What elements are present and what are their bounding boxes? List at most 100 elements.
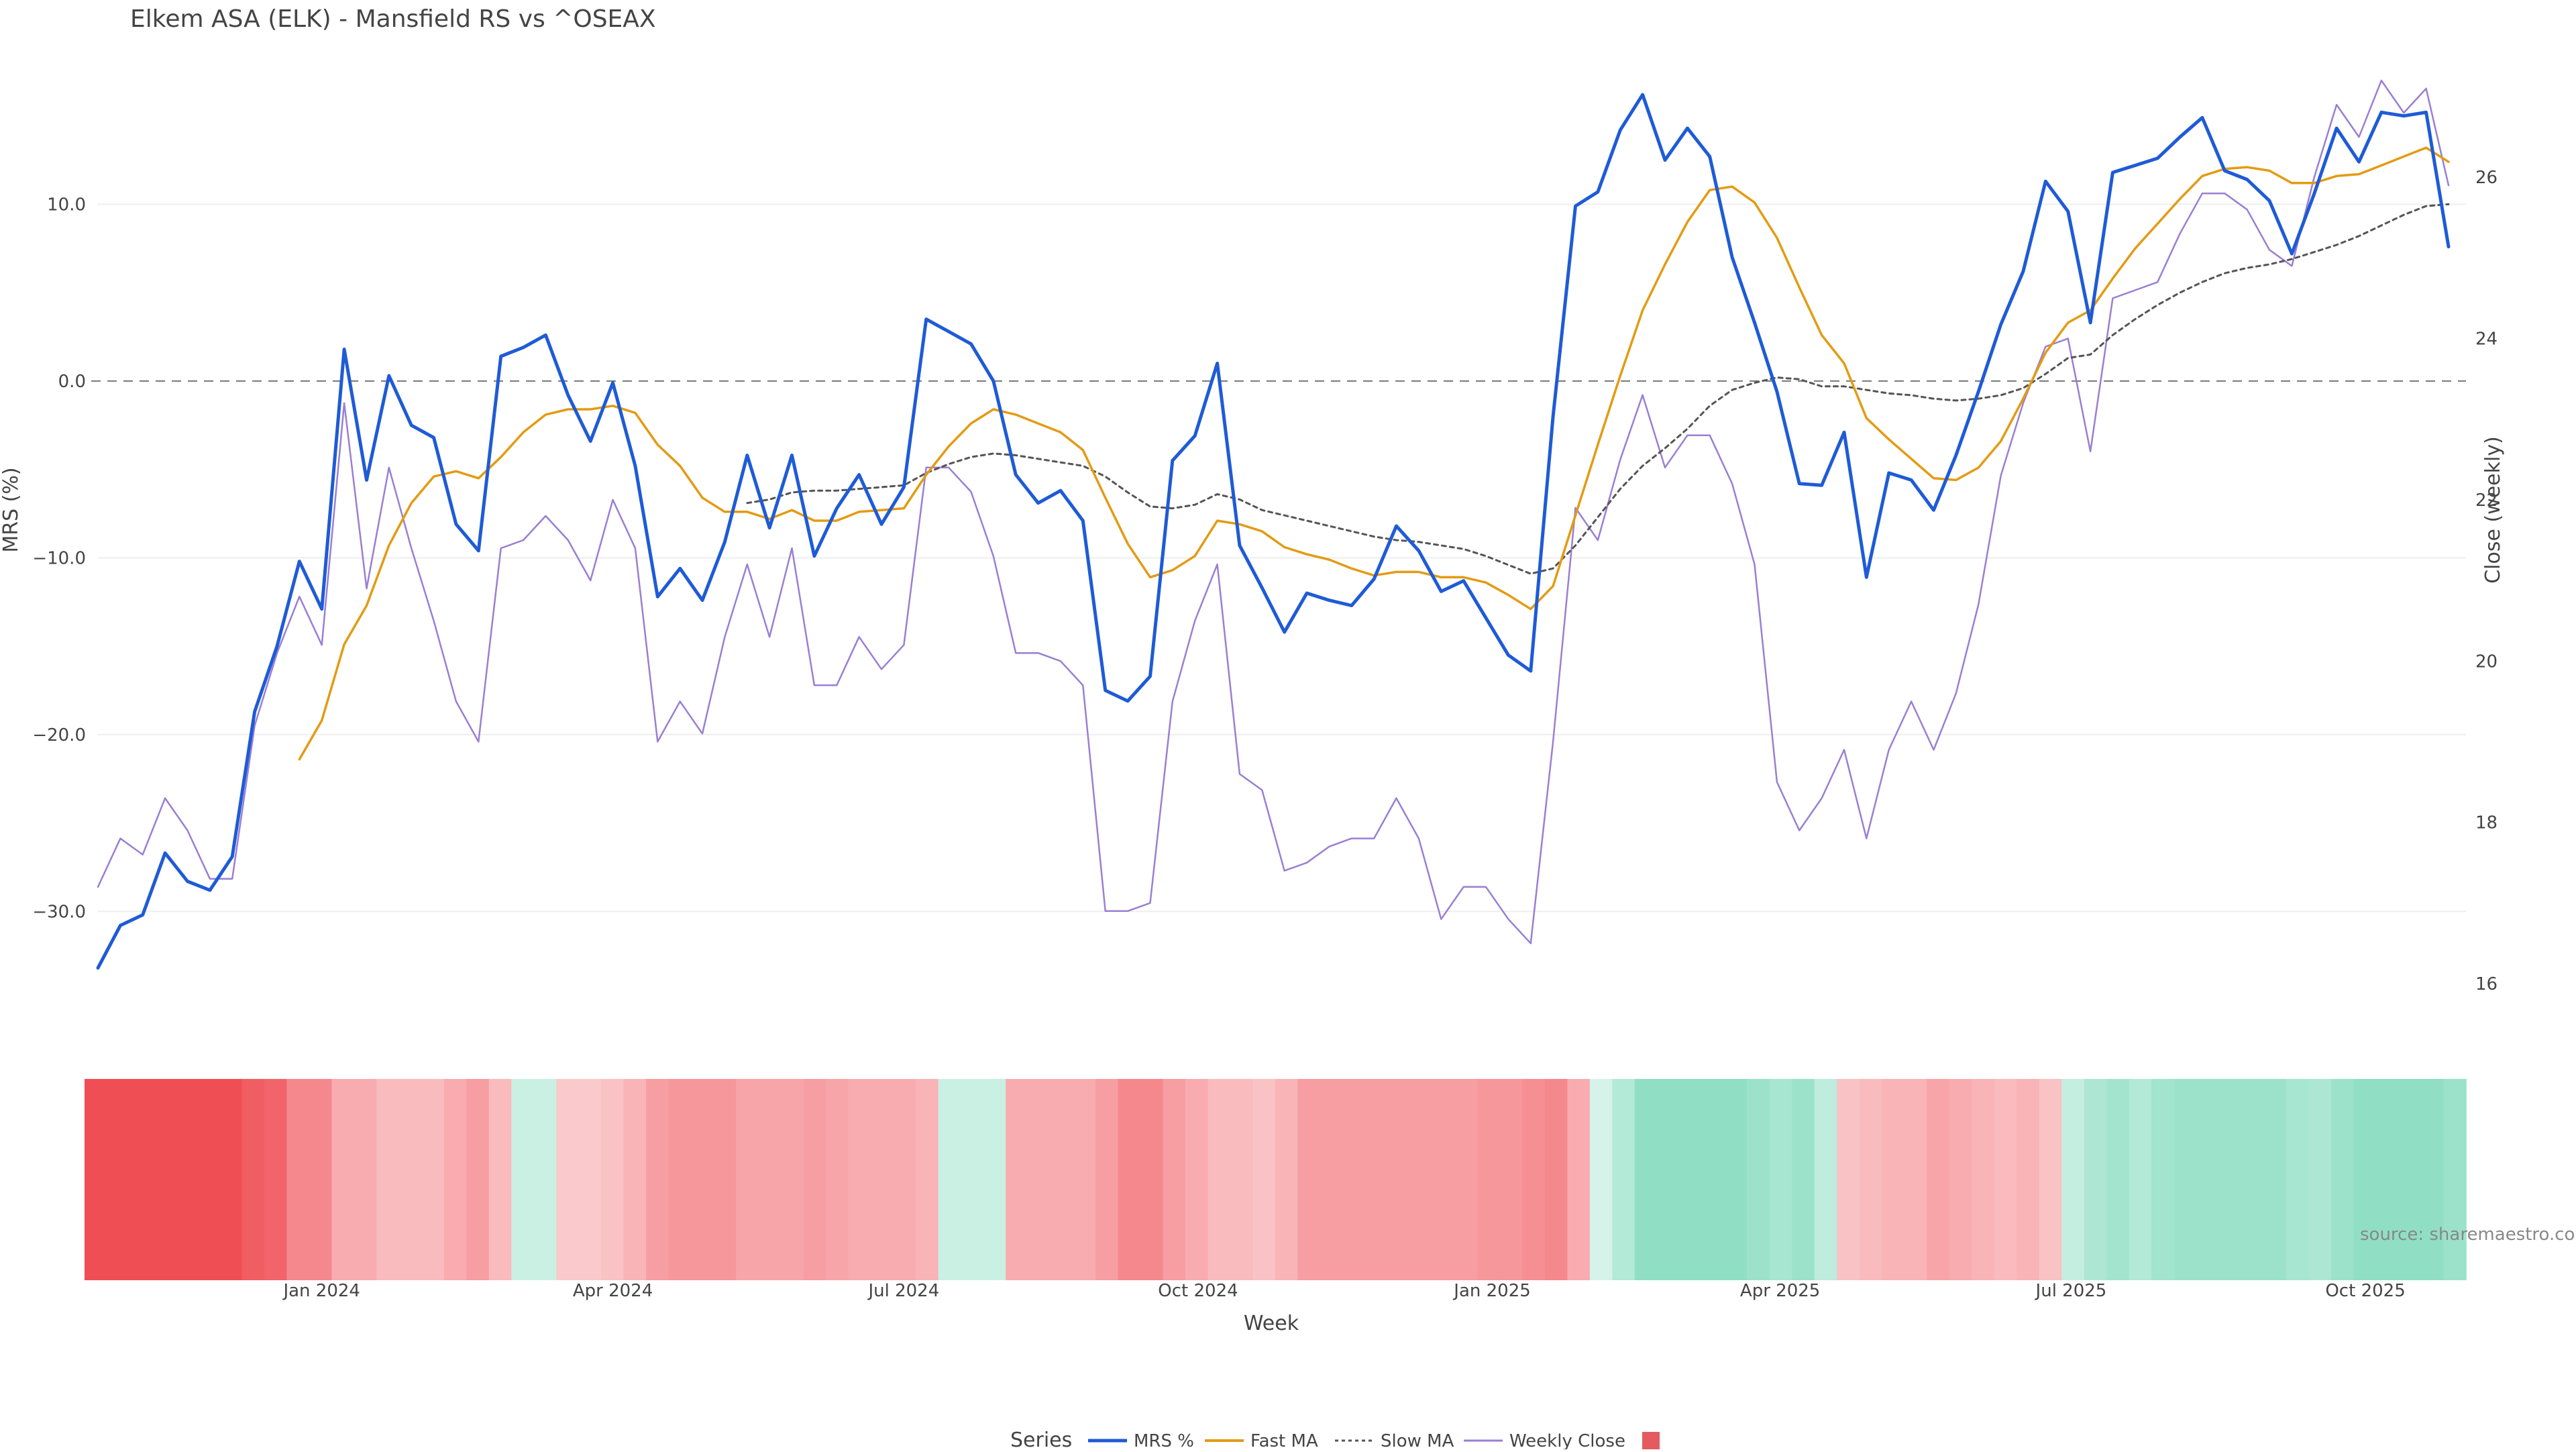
heatmap-cell	[1814, 1079, 1838, 1280]
heatmap-cell	[2308, 1079, 2332, 1280]
heatmap-cell	[421, 1079, 445, 1280]
heatmap-cell	[1724, 1079, 1748, 1280]
heatmap-cell	[1275, 1079, 1299, 1280]
heatmap-cell	[781, 1079, 804, 1280]
y-axis-left-title: MRS (%)	[0, 467, 23, 552]
heatmap-cell	[983, 1079, 1006, 1280]
heatmap-cell	[466, 1079, 490, 1280]
legend-label-weekly-close: Weekly Close	[1509, 1431, 1625, 1449]
heatmap-cell	[1364, 1079, 1389, 1280]
legend-item-mrs[interactable]: MRS %	[1088, 1431, 1194, 1451]
heatmap-cell	[893, 1079, 916, 1280]
heatmap-cell	[2151, 1079, 2175, 1280]
heatmap-cell	[1567, 1079, 1591, 1280]
x-tick-label: Oct 2025	[2325, 1281, 2405, 1301]
heatmap-cell	[601, 1079, 625, 1280]
legend: Series MRS % Fast MA Slow MA Weekly Clos…	[1010, 1429, 1660, 1452]
heatmap-cell	[533, 1079, 557, 1280]
heatmap-cell	[2084, 1079, 2107, 1280]
heatmap-cell	[376, 1079, 400, 1280]
legend-label-fast-ma: Fast MA	[1250, 1431, 1318, 1449]
legend-item-slow-ma[interactable]: Slow MA	[1335, 1431, 1454, 1451]
heatmap-cell	[1747, 1079, 1770, 1280]
heatmap-cell	[556, 1079, 580, 1280]
heatmap-cell	[668, 1079, 692, 1280]
chart-title: Elkem ASA (ELK) - Mansfield RS vs ^OSEAX	[130, 5, 656, 33]
heatmap-cell	[2039, 1079, 2062, 1280]
heatmap-cell	[713, 1079, 737, 1280]
series-line-fast-ma	[298, 146, 2450, 761]
heatmap-cell	[1095, 1079, 1119, 1280]
heatmap-cell	[1657, 1079, 1680, 1280]
heatmap-cell	[331, 1079, 355, 1280]
y-right-tick-label: 24	[2475, 329, 2498, 350]
heatmap-cell	[1544, 1079, 1568, 1280]
y-left-tick-label: −30.0	[32, 902, 86, 922]
x-tick-label: Jan 2024	[282, 1281, 360, 1301]
heatmap-cell	[309, 1079, 333, 1280]
heatmap-cell	[1477, 1079, 1501, 1280]
heatmap-cell	[1769, 1079, 1793, 1280]
heatmap-cell	[623, 1079, 647, 1280]
heatmap-cell	[2241, 1079, 2265, 1280]
heatmap-cell	[1679, 1079, 1703, 1280]
heatmap-cell	[758, 1079, 782, 1280]
heatmap-cell	[129, 1079, 153, 1280]
heatmap-cell	[871, 1079, 894, 1280]
heatmap-cell	[2174, 1079, 2197, 1280]
heatmap-cell	[2196, 1079, 2220, 1280]
heatmap-cell	[1837, 1079, 1860, 1280]
heatmap-cell	[2353, 1079, 2377, 1280]
heatmap-cell	[1140, 1079, 1164, 1280]
heatmap-cell	[1432, 1079, 1456, 1280]
heatmap-cell	[1118, 1079, 1141, 1280]
heatmap-cell	[1252, 1079, 1276, 1280]
x-tick-label: Jan 2025	[1452, 1281, 1531, 1301]
legend-label-slow-ma: Slow MA	[1381, 1431, 1454, 1449]
x-axis-title: Week	[1244, 1312, 1299, 1335]
heatmap-cell	[646, 1079, 669, 1280]
heatmap-cell	[354, 1079, 378, 1280]
heatmap-cell	[1589, 1079, 1613, 1280]
heatmap-cell	[1927, 1079, 1950, 1280]
heatmap-cell	[219, 1079, 243, 1280]
heatmap-cell	[916, 1079, 939, 1280]
heatmap-cell	[2443, 1079, 2467, 1280]
heatmap-cell	[241, 1079, 265, 1280]
heatmap-cell	[1051, 1079, 1074, 1280]
heatmap-cell	[1499, 1079, 1523, 1280]
heatmap-cell	[1028, 1079, 1051, 1280]
heatmap-cell	[691, 1079, 714, 1280]
series-line-mrs	[96, 93, 2451, 970]
x-tick-label: Jul 2025	[2035, 1281, 2107, 1301]
heatmap-cell	[1342, 1079, 1366, 1280]
heatmap-cell	[1320, 1079, 1344, 1280]
heatmap-cell	[578, 1079, 602, 1280]
legend-label-mrs: MRS %	[1134, 1431, 1194, 1449]
heatmap-cell	[1208, 1079, 1231, 1280]
y-left-tick-label: −10.0	[32, 548, 86, 568]
heatmap-cell	[488, 1079, 513, 1280]
y-left-tick-label: −20.0	[32, 725, 86, 745]
heatmap-cell	[1230, 1079, 1254, 1280]
heatmap-cell	[1949, 1079, 1973, 1280]
heatmap-cell	[2017, 1079, 2040, 1280]
heatmap-cell	[152, 1079, 175, 1280]
heatmap-band	[85, 1079, 2467, 1280]
heatmap-cell	[826, 1079, 849, 1280]
legend-item-weekly-close[interactable]: Weekly Close	[1464, 1431, 1625, 1451]
heatmap-cell	[2061, 1079, 2085, 1280]
legend-item-fast-ma[interactable]: Fast MA	[1205, 1431, 1318, 1451]
heatmap-cell	[1522, 1079, 1546, 1280]
heatmap-cell	[961, 1079, 984, 1280]
legend-swatch-regime	[1642, 1432, 1660, 1449]
heatmap-cell	[197, 1079, 220, 1280]
heatmap-cell	[938, 1079, 961, 1280]
y-axis-right-title: Close (weekly)	[2481, 436, 2505, 584]
heatmap-cell	[1297, 1079, 1321, 1280]
series-line-slow-ma	[746, 203, 2450, 575]
legend-item-regime[interactable]	[1642, 1432, 1660, 1449]
heatmap-cell	[286, 1079, 310, 1280]
heatmap-cell	[2106, 1079, 2130, 1280]
